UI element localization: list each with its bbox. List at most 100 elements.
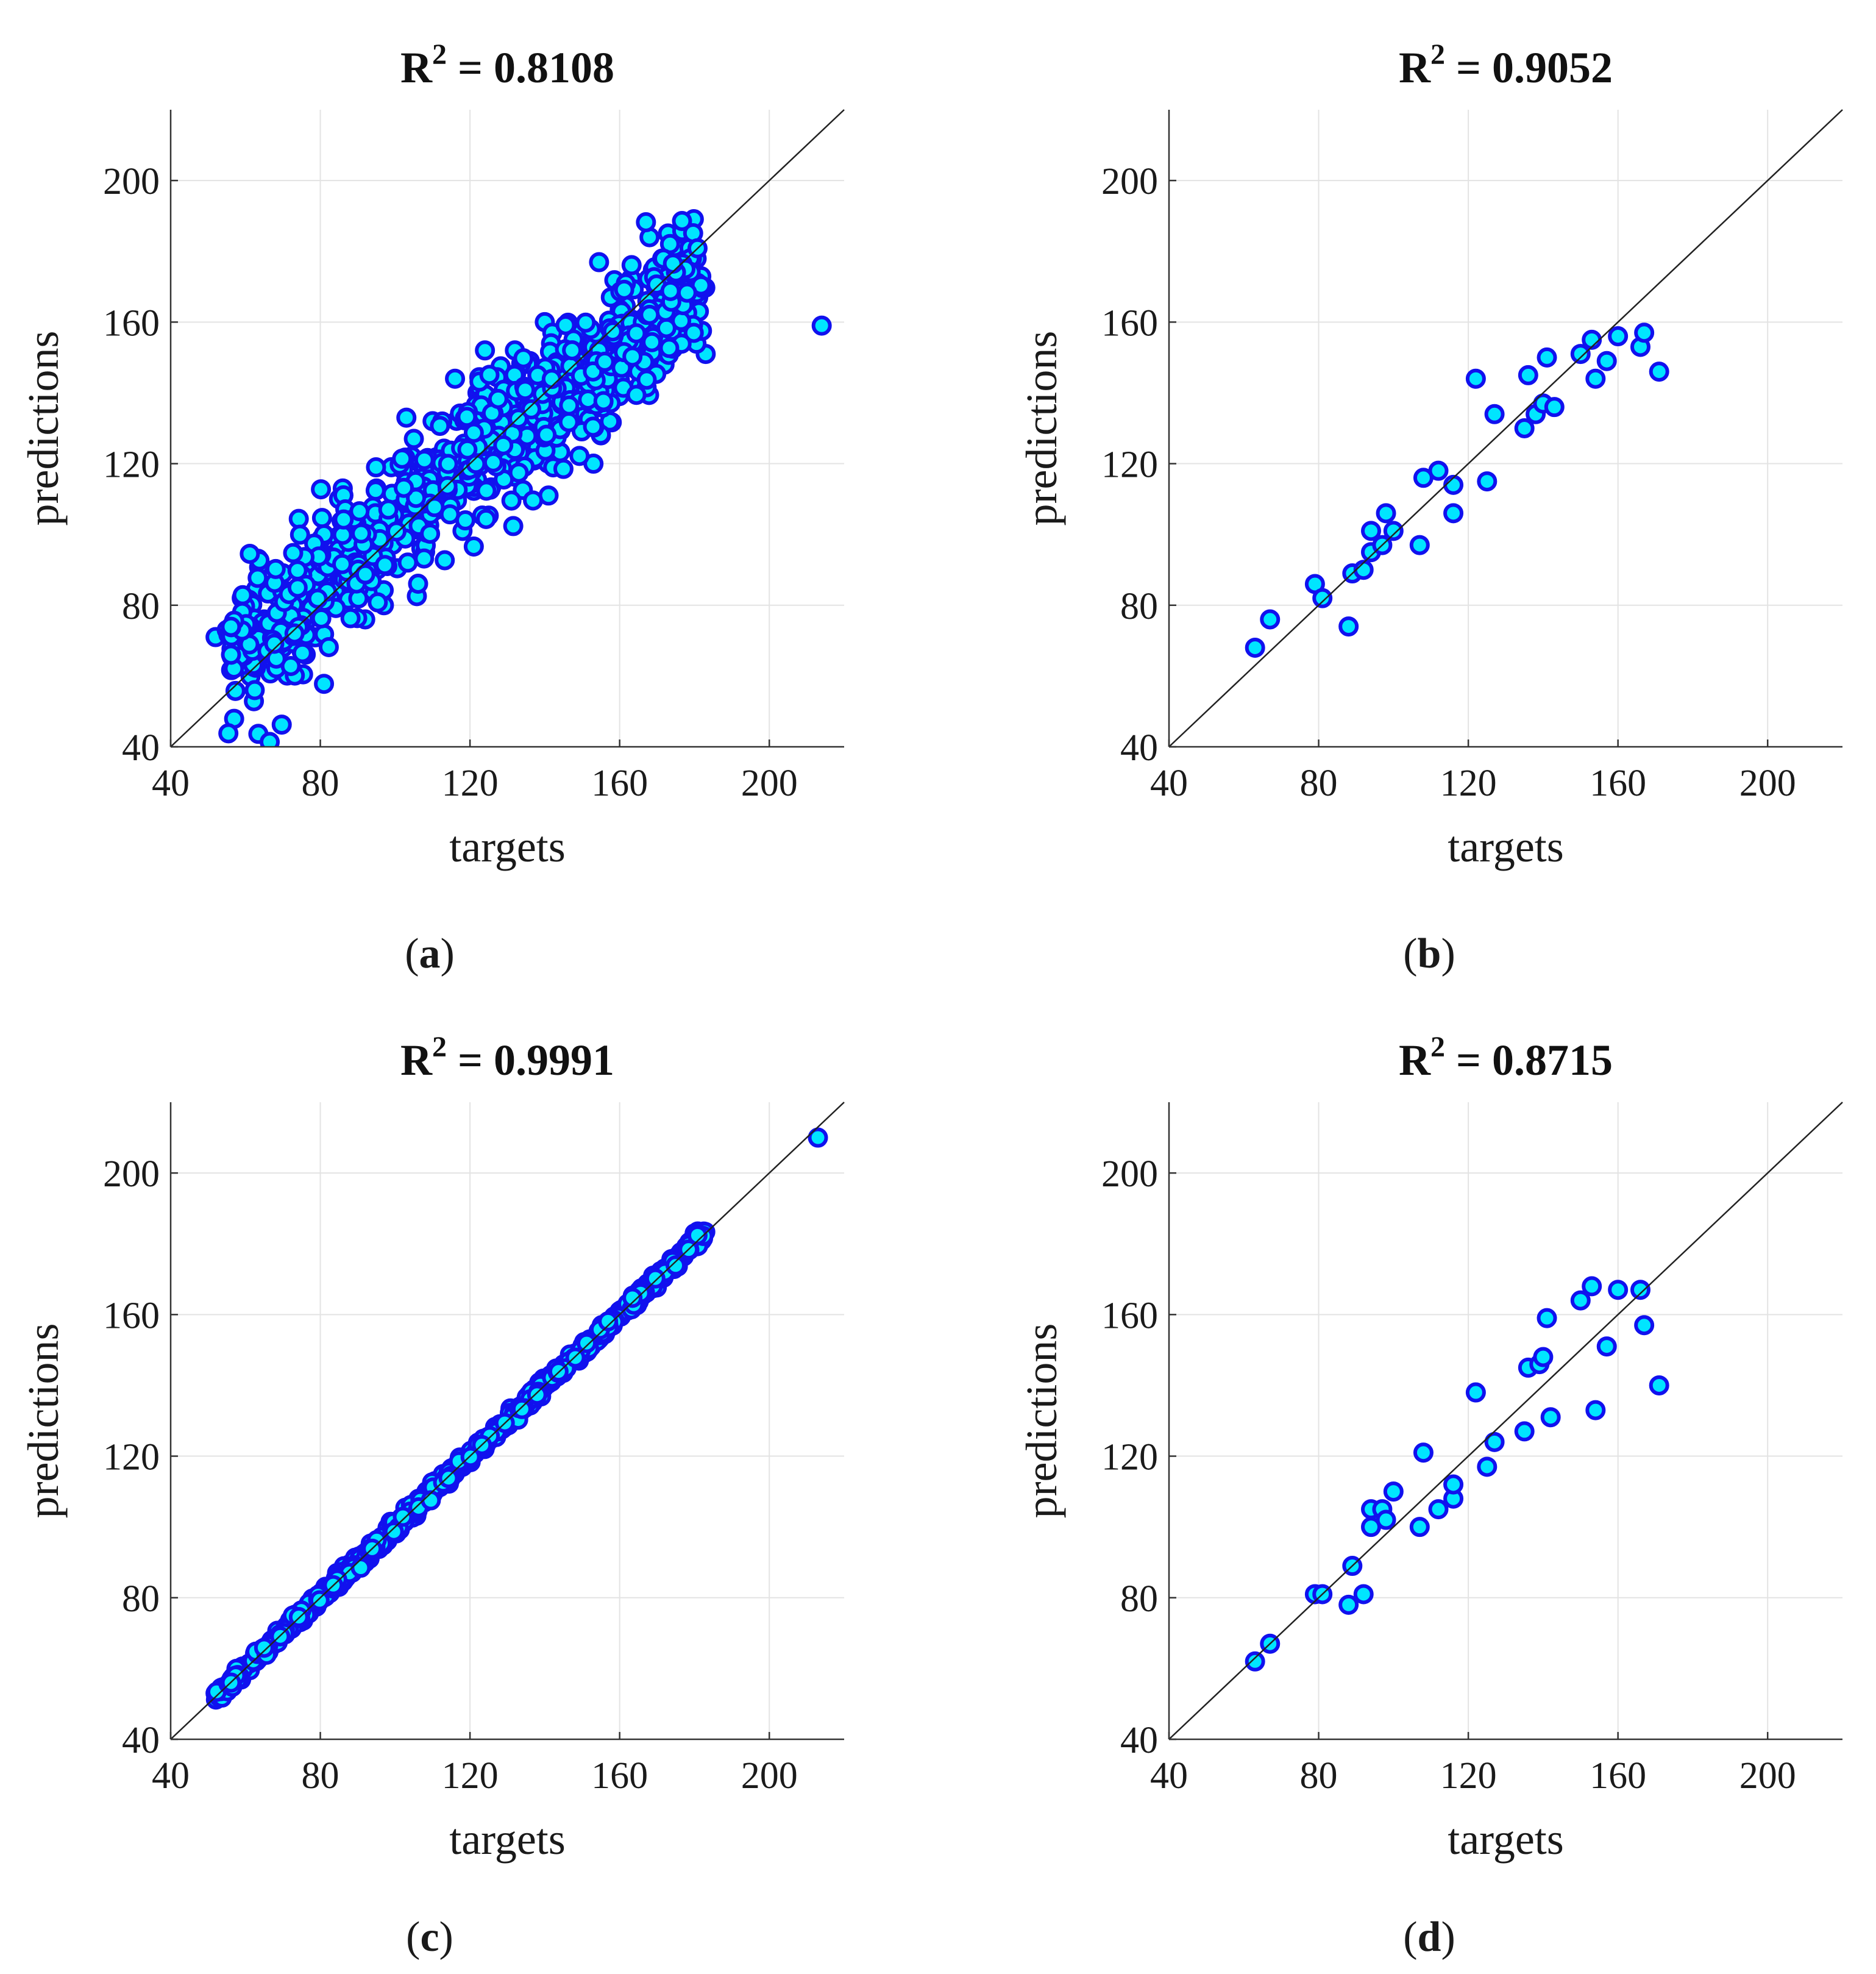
chart-title: R2 = 0.9991 [400,1031,614,1085]
data-point [621,255,642,276]
x-tick-label: 40 [152,1755,190,1797]
data-point [1540,1407,1561,1428]
y-axis-label: predictions [19,331,68,526]
y-tick-label: 80 [1120,1578,1158,1620]
data-point [439,504,460,525]
data-point [287,577,308,598]
data-point [435,550,455,571]
data-point [636,212,656,233]
y-tick-label: 40 [122,727,160,769]
data-point [283,543,304,563]
data-point [1514,1421,1535,1442]
data-point [311,508,332,529]
x-tick-label: 80 [302,1755,339,1797]
data-point [1353,1584,1374,1605]
data-point [414,449,435,470]
data-point [394,477,414,498]
y-tick-label: 80 [122,1578,160,1620]
data-point [1465,1382,1486,1403]
data-point [1634,322,1655,343]
data-point [1383,1481,1404,1502]
x-tick-label: 40 [1150,1755,1188,1797]
y-tick-label: 120 [103,1437,160,1478]
y-axis-label: predictions [1017,1324,1066,1519]
data-point [396,407,417,428]
y-tick-label: 120 [103,444,160,486]
data-point [639,304,660,325]
data-point [421,1490,441,1511]
data-point [626,323,647,344]
data-points [1245,1276,1669,1672]
title-value: = 0.8715 [1445,1036,1613,1085]
identity-line [1168,1102,1843,1740]
data-point [368,592,388,613]
data-point [244,680,265,700]
data-point [290,524,310,545]
data-point [420,523,441,544]
data-point [553,458,574,479]
data-point [642,332,663,352]
data-point [636,369,657,390]
data-point [1443,503,1464,524]
data-point [541,369,562,390]
y-tick-label: 40 [122,1720,160,1761]
data-point [288,508,309,529]
x-tick-label: 200 [741,1755,798,1797]
data-point [656,318,677,338]
y-tick-label: 160 [103,1295,160,1336]
data-point [1649,1375,1669,1395]
title-superscript: 2 [1430,1031,1445,1063]
data-point [555,315,576,335]
title-superscript: 2 [1430,38,1445,71]
data-point [1376,503,1396,524]
data-point [672,211,692,232]
data-point [374,555,395,575]
data-point [221,616,241,637]
x-tick-label: 200 [741,763,798,804]
caption-letter-b: b [1417,930,1441,977]
data-point [457,439,478,460]
data-point [350,1558,371,1578]
subfigure-caption-d: (d) [1403,1914,1455,1961]
data-point [1443,474,1464,495]
data-point [307,588,328,609]
data-point [811,315,832,336]
identity-line [170,109,845,747]
data-point [392,448,413,469]
data-point [479,365,500,385]
data-point [340,608,361,629]
data-point [1409,535,1430,555]
data-point [523,490,544,511]
x-tick-label: 200 [1739,763,1796,804]
title-value: = 0.9991 [447,1036,614,1085]
data-point [503,516,524,536]
data-point [240,543,260,564]
data-point [1608,1280,1629,1300]
data-point [397,552,418,573]
data-point [333,509,354,530]
title-prefix: R [400,43,433,92]
data-point [536,424,557,445]
data-point [1630,1280,1650,1300]
data-point [521,399,542,419]
y-tick-label: 200 [103,161,160,202]
data-point [318,636,339,657]
data-point [1338,1594,1359,1615]
data-point [569,446,590,466]
x-tick-label: 200 [1739,1755,1796,1797]
x-tick-label: 160 [591,763,648,804]
data-point [225,680,246,701]
data-point [677,282,697,303]
data-point [687,1225,708,1245]
data-point [457,407,477,427]
scatter-panel-09991: 40 80 120 160 200 40 80 120 160 200 targets predict… [19,1031,845,1864]
data-point [475,340,496,361]
data-point [622,346,643,367]
scatter-panel-09052: 40 80 120 160 200 40 80 120 160 200 targets predict… [1017,38,1843,871]
data-point [558,412,579,432]
data-point [575,312,596,333]
data-point [1428,1499,1449,1520]
data-point [254,1637,274,1658]
y-tick-label: 40 [1120,1720,1158,1761]
y-tick-label: 80 [1120,586,1158,627]
